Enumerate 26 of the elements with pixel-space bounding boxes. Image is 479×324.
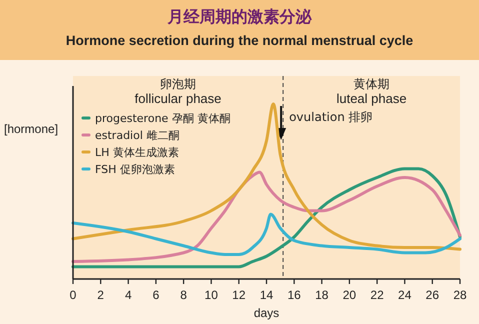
band-label: 卵泡期 follicular phase [134, 77, 222, 106]
legend-label: estradiol 雌二酮 [95, 129, 180, 142]
chart-title: 月经周期的激素分泌 [166, 7, 312, 26]
x-tick-label: 24 [398, 288, 412, 302]
x-axis-title: days [254, 306, 280, 320]
x-tick-label: 6 [152, 288, 160, 302]
x-tick-label: 18 [315, 288, 329, 302]
x-tick-label: 14 [260, 288, 274, 302]
x-tick-label: 26 [426, 288, 440, 302]
x-tick-label: 0 [70, 288, 77, 302]
x-tick-label: 4 [124, 288, 132, 302]
x-tick-label: 28 [453, 288, 467, 302]
x-tick-label: 8 [180, 288, 188, 302]
x-tick-label: 10 [204, 288, 218, 302]
legend-label: LH 黄体生成激素 [95, 146, 179, 159]
x-tick-label: 22 [370, 288, 384, 302]
x-tick-label: 12 [232, 288, 246, 302]
x-tick-label: 20 [342, 288, 356, 302]
chart-subtitle: Hormone secretion during the normal menstrual cycle [66, 33, 414, 48]
band-label: 黄体期 luteal phase [336, 77, 407, 106]
x-tick-label: 16 [287, 288, 302, 302]
legend-label: FSH 促卵泡激素 [95, 163, 175, 176]
ref-line-label: ovulation 排卵 [289, 110, 373, 124]
y-axis-title: [hormone] [4, 122, 58, 136]
legend-label: progesterone 孕酮 黄体酮 [95, 112, 230, 125]
x-tick-label: 2 [97, 288, 104, 302]
